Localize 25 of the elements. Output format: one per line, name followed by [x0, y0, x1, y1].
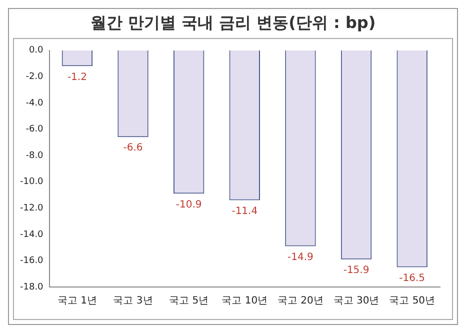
y-tick-label: -10.0 [20, 177, 44, 188]
y-tick-label: 0.0 [28, 46, 44, 56]
data-label: -1.2 [67, 72, 87, 83]
y-tick-label: -8.0 [26, 150, 44, 161]
y-tick-label: -6.0 [26, 124, 44, 135]
x-tick-label: 국고 30년 [333, 296, 380, 307]
y-tick-label: -14.0 [20, 230, 44, 240]
data-label: -6.6 [123, 142, 143, 154]
y-tick-label: -2.0 [26, 72, 44, 82]
data-label: -14.9 [288, 252, 314, 263]
y-tick-label: -4.0 [26, 98, 44, 108]
data-label: -15.9 [343, 264, 370, 276]
x-tick-label: 국고 3년 [113, 296, 153, 307]
y-tick-label: -16.0 [20, 256, 44, 266]
data-label: -16.5 [399, 272, 426, 284]
data-label: -10.9 [176, 199, 202, 210]
y-tick-label: -12.0 [20, 203, 44, 214]
chart-title: 월간 만기별 국내 금리 변동(단위 : bp) [89, 13, 377, 34]
x-tick-label: 국고 10년 [222, 296, 268, 307]
y-tick-label: -18.0 [20, 282, 44, 292]
data-label: -11.4 [232, 206, 258, 217]
x-tick-label: 국고 1년 [57, 296, 97, 307]
x-tick-label: 국고 20년 [278, 296, 324, 307]
x-tick-label: 국고 5년 [169, 296, 209, 307]
x-tick-label: 국고 50년 [389, 296, 436, 307]
